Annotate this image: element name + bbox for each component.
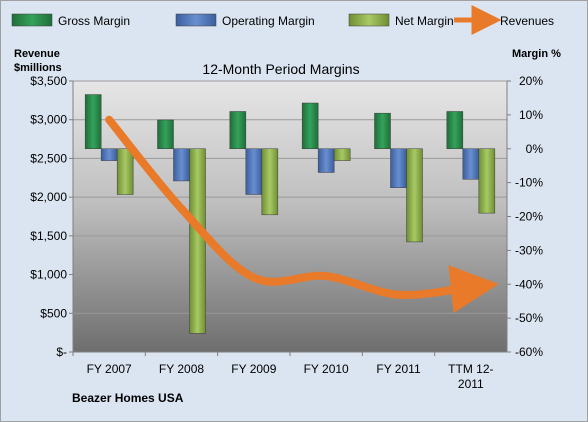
left-axis-label-line1: Revenue [14,48,60,60]
bar-operating-margin [317,148,335,173]
bar-gross-margin [301,102,319,150]
x-axis-tick-label: TTM 12- [448,362,493,376]
right-axis-tick-label: 10% [519,108,543,122]
right-axis-tick-label: -10% [515,176,543,190]
right-axis-tick-label: 0% [526,142,544,156]
right-axis-tick-label: -50% [515,311,543,325]
right-axis-tick-label: -60% [515,345,543,359]
left-axis-tick-label: $500 [40,306,67,320]
left-axis-tick-label: $1,500 [30,229,67,243]
left-axis-tick-label: $2,500 [30,151,67,165]
x-axis-tick-label: FY 2007 [87,362,132,376]
bar-operating-margin [245,148,263,195]
company-label: Beazer Homes USA [72,391,184,405]
legend-label-operating-margin: Operating Margin [222,14,315,28]
bar-operating-margin [462,148,480,180]
right-axis-tick-label: -30% [515,243,543,257]
legend-label-gross-margin: Gross Margin [58,14,130,28]
left-axis-tick-label: $- [56,345,67,359]
bar-gross-margin [157,119,174,150]
right-axis-label: Margin % [512,48,561,60]
bar-gross-margin [374,112,391,149]
left-axis-tick-label: $3,500 [30,74,67,88]
x-axis-tick-label: FY 2010 [304,362,349,376]
revenue-line [105,115,499,313]
bar-net-margin [116,148,134,195]
bars-layer [84,94,496,334]
bar-operating-margin [100,148,118,161]
x-axis-tick-label: 2011 [458,377,484,391]
x-axis-tick-label: FY 2008 [159,362,204,376]
chart-title: 12-Month Period Margins [202,61,359,77]
left-axis-label: Revenue $millions [14,48,63,74]
right-axis-tick-label: 20% [519,74,543,88]
bar-gross-margin [84,94,102,150]
bar-gross-margin [229,111,247,150]
left-axis-tick-label: $1,000 [30,268,67,282]
left-axis-label-line2: $millions [14,62,62,74]
legend-swatch-net-margin [348,13,390,27]
legend-swatch-operating-margin [175,13,217,27]
left-axis-tick-label: $2,000 [30,190,67,204]
axes-layer: $- $500 $1,000 $1,500 $2,000 $2,500 $3,000 $3,5… [30,74,543,391]
revenue-line-layer [105,115,499,313]
legend-swatch-gross-margin [11,13,53,27]
left-axis-tick-label: $3,000 [30,113,67,127]
bar-operating-margin [173,148,190,182]
bar-net-margin [189,148,206,334]
bar-net-margin [333,148,351,161]
legend-label-net-margin: Net Margin [395,14,454,28]
bar-gross-margin [446,111,464,150]
bar-net-margin [478,148,496,214]
bar-net-margin [406,148,423,243]
bar-operating-margin [390,148,407,188]
right-axis-tick-label: -40% [515,277,543,291]
bar-net-margin [261,148,279,216]
x-axis-tick-label: FY 2011 [376,362,421,376]
legend-label-revenues: Revenues [500,14,554,28]
legend: Gross Margin Operating Margin Net Margin Re… [11,5,554,35]
right-axis-tick-label: -20% [515,210,543,224]
plot-area [73,81,507,352]
x-axis-tick-label: FY 2009 [231,362,276,376]
